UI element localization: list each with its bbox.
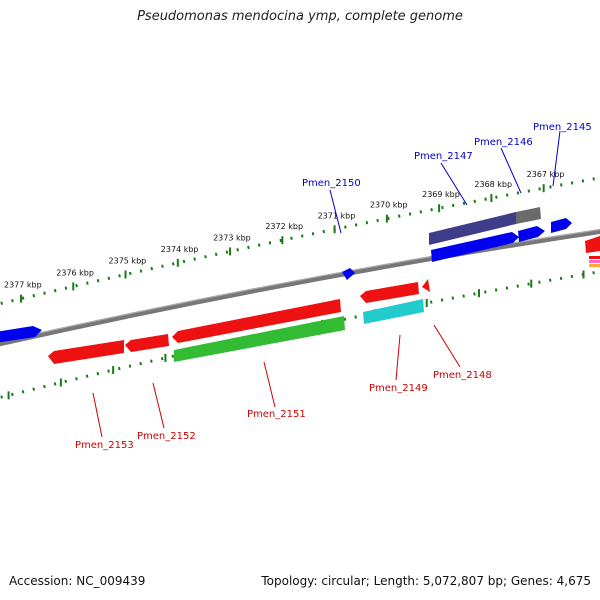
gene-label[interactable]: Pmen_2152 (137, 431, 196, 442)
gene-arrow[interactable] (363, 299, 424, 324)
scale-tick-label: 2377 kbp (4, 281, 42, 290)
forward-gene-labels: Pmen_2150 Pmen_2147 Pmen_2146 Pmen_2145 (302, 122, 592, 234)
upper-scale-arc (0, 176, 600, 306)
scale-tick-label: 2372 kbp (265, 222, 303, 231)
reverse-strand-genes (48, 236, 600, 364)
gene-label[interactable]: Pmen_2150 (302, 178, 361, 189)
gene-arrow[interactable] (431, 232, 519, 262)
scale-tick-label: 2374 kbp (161, 245, 199, 254)
gene-arrow[interactable] (589, 256, 600, 259)
scale-tick-label: 2368 kbp (474, 180, 512, 189)
gene-arrow[interactable] (589, 260, 600, 263)
scale-tick-label: 2376 kbp (56, 268, 94, 277)
gene-label[interactable]: Pmen_2153 (75, 440, 134, 451)
scale-tick-label: 2375 kbp (109, 257, 147, 266)
gene-arrow[interactable] (516, 207, 541, 224)
genome-title: Pseudomonas mendocina ymp, complete geno… (137, 9, 463, 24)
gene-arrow[interactable] (342, 268, 355, 280)
gene-arrow[interactable] (48, 340, 124, 364)
gene-arrow[interactable] (172, 299, 341, 343)
upper-scale-ticks (20, 184, 545, 303)
gene-label[interactable]: Pmen_2151 (247, 409, 306, 420)
gene-arrow[interactable] (585, 236, 600, 253)
genome-backbone (0, 228, 600, 347)
scale-tick-label: 2370 kbp (370, 201, 408, 210)
gene-label[interactable]: Pmen_2147 (414, 151, 473, 162)
gene-arrow[interactable] (422, 279, 430, 292)
forward-strand-genes (0, 207, 572, 343)
scale-tick-labels: 2377 kbp 2376 kbp 2375 kbp 2374 kbp 2373 kbp… (4, 170, 564, 289)
gene-arrow[interactable] (0, 326, 42, 343)
gene-arrow[interactable] (125, 334, 169, 352)
gene-arrow[interactable] (518, 226, 545, 242)
genome-summary: Topology: circular; Length: 5,072,807 bp… (261, 574, 591, 588)
gene-arrow[interactable] (360, 282, 419, 303)
gene-arrow[interactable] (429, 212, 516, 245)
scale-tick-label: 2367 kbp (527, 170, 565, 179)
scale-tick-label: 2373 kbp (213, 233, 251, 242)
gene-label[interactable]: Pmen_2145 (533, 122, 592, 133)
gene-label[interactable]: Pmen_2149 (369, 383, 428, 394)
gene-label[interactable]: Pmen_2146 (474, 137, 533, 148)
gene-arrow[interactable] (589, 264, 600, 267)
gene-arrow[interactable] (551, 218, 572, 233)
lower-scale-arc (0, 270, 600, 400)
scale-tick-label: 2369 kbp (422, 190, 460, 199)
gene-label[interactable]: Pmen_2148 (433, 370, 492, 381)
accession-label: Accession: NC_009439 (9, 574, 146, 588)
reverse-gene-labels: Pmen_2153 Pmen_2152 Pmen_2151 Pmen_2149 … (75, 324, 492, 451)
gene-arrow[interactable] (174, 316, 345, 362)
